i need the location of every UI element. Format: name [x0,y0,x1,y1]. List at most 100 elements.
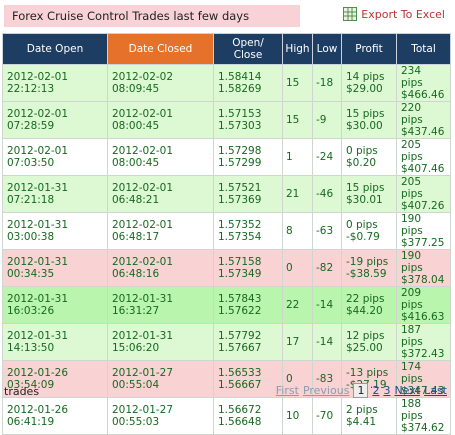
cell: -18 [312,64,342,102]
cell-text: $437.46 [401,126,445,138]
cell-text: Close [233,49,263,61]
export-button[interactable]: Export To Excel [343,7,445,21]
cell-text: 1.57303 [218,120,262,132]
cell: 15 [282,64,313,102]
cell-text: $407.26 [401,200,445,212]
cell-text: 209 pips [401,287,423,311]
cell-text: 2012-01-26 [7,367,69,379]
cell: 2012-01-26 06:41:19 [2,397,108,435]
cell-text: -82 [316,262,334,274]
cell: 22 pips $44.20 [341,286,397,324]
cell: 209 pips $416.63 [396,286,451,324]
cell-text: -70 [316,410,334,422]
cell: 1 [282,138,313,176]
trade-row: 2012-01-31 07:21:18 2012-02-01 06:48:21 1.57… [2,175,451,213]
trade-row: 2012-01-31 03:00:38 2012-02-01 06:48:17 1.57… [2,212,451,250]
cell: 2012-01-31 16:03:26 [2,286,108,324]
table-body: 2012-02-01 22:12:13 2012-02-02 08:09:45 1.58… [2,64,451,435]
cell-text: 1.57158 [218,256,262,268]
cell-text: 2 pips [346,404,378,416]
cell: -63 [312,212,342,250]
column-header[interactable]: High [282,33,313,65]
cell: -19 pips -$38.59 [341,249,397,287]
cell: 15 [282,101,313,139]
page-link[interactable]: Previous [302,384,350,397]
cell-text: $4.41 [346,416,377,428]
cell: -13 pips-$27.19 [341,360,397,398]
cell: 2012-02-01 08:00:45 [107,138,214,176]
cell-text: 22:12:13 [7,83,55,95]
cell: 2012-01-31 03:00:38 [2,212,108,250]
cell: -70 [312,397,342,435]
cell-text: 2012-01-31 [7,293,69,305]
cell-text: 08:00:45 [112,120,160,132]
cell-text: 0 [286,262,293,274]
cell-text: 1 [286,151,293,163]
page: Forex Cruise Control Trades last few day… [2,5,451,435]
cell: 1.56533 1.56667 [213,360,283,398]
cell-text: 2012-01-26 [7,404,69,416]
column-header[interactable]: Open/Close [213,33,283,65]
cell: 1.57792 1.57667 [213,323,283,361]
cell-text: 15 [286,114,300,126]
excel-icon [343,7,358,21]
cell-text: 0 [286,373,293,385]
cell-text: -9 [316,114,327,126]
cell-text: 220 pips [401,102,423,126]
page-link[interactable]: Next [394,384,421,397]
cell-text: $378.04 [401,274,445,286]
cell-text: $25.00 [346,342,383,354]
page-link[interactable]: 3 [383,384,391,397]
cell-text: 2012-02-01 [7,71,69,83]
column-header[interactable]: Total [396,33,451,65]
column-header[interactable]: Low [312,33,342,65]
cell-text: 12 pips [346,330,385,342]
cell-text: $407.46 [401,163,445,175]
cell: 1.57843 1.57622 [213,286,283,324]
cell: 2012-02-01 06:48:21 [107,175,214,213]
cell-text: 06:48:17 [112,231,160,243]
cell-text: $30.00 [346,120,383,132]
cell: 2012-01-31 07:21:18 [2,175,108,213]
cell-text: 205 pips [401,176,423,200]
cell: 0 pips $0.20 [341,138,397,176]
cell-text: 22 [286,299,300,311]
cell: 188 pips $374.62 [396,397,451,435]
cell-text: 07:28:59 [7,120,55,132]
page-link[interactable]: Last [424,384,447,397]
cell: 2012-02-01 22:12:13 [2,64,108,102]
cell: 2012-02-01 07:28:59 [2,101,108,139]
cell: 2012-01-31 16:31:27 [107,286,214,324]
column-header[interactable]: Profit [341,33,397,65]
page-link[interactable]: 1 [353,383,369,398]
cell-text: Total [411,43,436,55]
page-link[interactable]: First [275,384,299,397]
cell-text: 2012-02-01 [7,108,69,120]
cell: 205 pips $407.46 [396,138,451,176]
cell: 190 pips $378.04 [396,249,451,287]
cell-text: 1.56533 [218,367,262,379]
cell: 15 pips $30.01 [341,175,397,213]
cell-text: $416.63 [401,311,445,323]
cell-text: -83 [316,373,334,385]
cell-text: 1.57299 [218,157,262,169]
cell: 22 [282,286,313,324]
cell-text: $0.20 [346,157,377,169]
page-link[interactable]: 2 [372,384,380,397]
cell: 2012-01-31 14:13:50 [2,323,108,361]
cell: 234 pips $466.46 [396,64,451,102]
cell: 14 pips $29.00 [341,64,397,102]
cell-text: 1.57792 [218,330,262,342]
cell-text: 15 pips [346,182,385,194]
cell: 2012-02-02 08:09:45 [107,64,214,102]
cell: 2012-02-01 06:48:17 [107,212,214,250]
trade-row: 2012-01-31 16:03:26 2012-01-31 16:31:27 1.57… [2,286,451,324]
export-label[interactable]: Export To Excel [361,7,445,21]
trade-row: 2012-01-31 00:34:35 2012-02-01 06:48:16 1.57… [2,249,451,287]
cell-text: -18 [316,77,334,89]
cell-text: High [285,43,310,55]
column-header[interactable]: Date Open [2,33,108,65]
cell-text: 190 pips [401,213,423,237]
cell-text: 188 pips [401,398,423,422]
column-header[interactable]: Date Closed [107,33,214,65]
